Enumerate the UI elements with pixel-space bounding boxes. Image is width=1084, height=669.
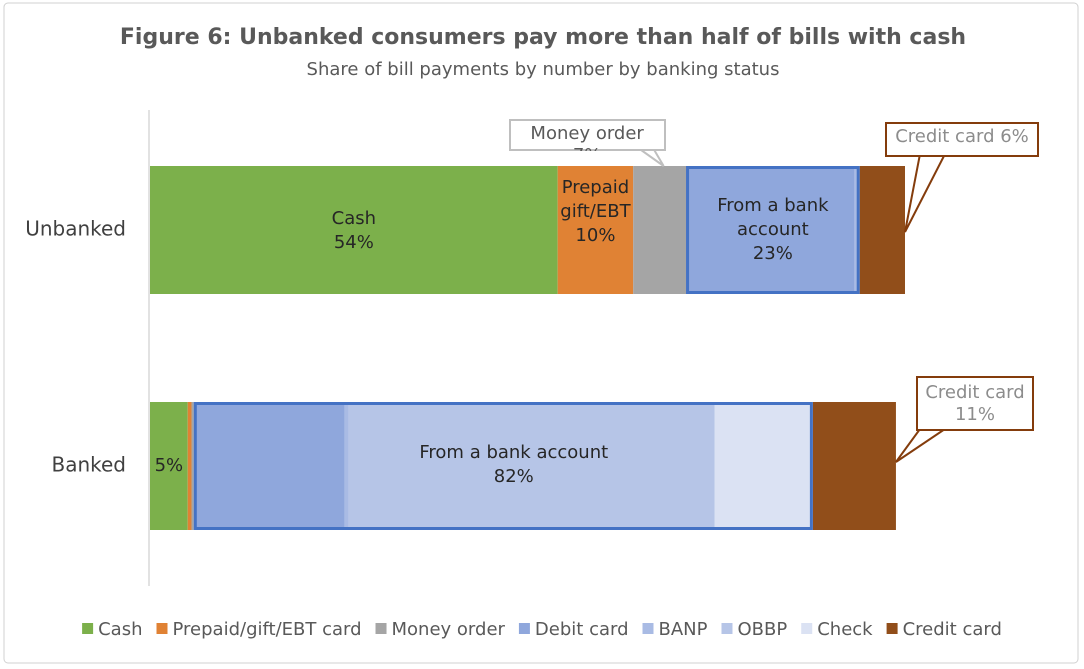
bar-segment (633, 166, 687, 294)
legend-label: OBBP (737, 619, 787, 640)
legend-label: BANP (659, 619, 708, 640)
legend-label: Credit card (903, 619, 1002, 640)
legend-swatch (375, 623, 387, 634)
value-label: 11% (954, 403, 995, 425)
bar-segment (686, 166, 855, 294)
legend: Cash Prepaid/gift/EBT card Money order Debi… (82, 619, 1002, 640)
bar-segment (150, 402, 188, 530)
legend-label: Money order (392, 619, 506, 640)
bar-segment (714, 402, 813, 530)
group-name: From a bank account (717, 195, 829, 240)
bar-segment (191, 402, 194, 530)
value-label: 6% (1000, 126, 1029, 147)
label: Credit card 11% (916, 376, 1034, 431)
bar-segment (193, 402, 345, 530)
label: Prepaid gift/EBT 10% (554, 176, 638, 286)
bar-segment (854, 166, 858, 294)
chart-border (3, 2, 1079, 664)
label: Money order 7% (508, 119, 666, 151)
label-box: 5% (146, 402, 192, 530)
bar-segment (812, 402, 896, 530)
y-tick-label: Banked (51, 453, 126, 477)
label: Credit card 6% (885, 122, 1039, 157)
legend-label: Debit card (535, 619, 629, 640)
label-box: From a bank account 23% (694, 166, 852, 294)
value-label: 5% (154, 455, 184, 476)
chart-title: Figure 6: Unbanked consumers pay more th… (120, 25, 966, 50)
y-tick-label: Unbanked (25, 217, 126, 241)
bar-segment (557, 166, 634, 294)
bar-segment (187, 402, 192, 530)
series-label: Credit card (925, 381, 1025, 403)
group-name: From a bank account (419, 441, 609, 463)
group-box (686, 166, 860, 294)
legend-label: Cash (98, 619, 142, 640)
group-value: 23% (752, 243, 793, 264)
legend-swatch (886, 623, 898, 634)
series-label: Credit card (895, 126, 995, 147)
bar-segment (348, 402, 715, 530)
legend-swatch (518, 623, 530, 634)
legend-label: Prepaid/gift/EBT card (173, 619, 362, 640)
legend-label: Check (817, 619, 873, 640)
bar-segment (344, 402, 349, 530)
label-box: Money order 7% (508, 119, 666, 151)
label: From a bank account 23% (694, 166, 852, 294)
group-value: 82% (493, 465, 534, 487)
value-label: 7% (573, 145, 602, 151)
label-box: Credit card 6% (885, 122, 1039, 157)
chart-subtitle: Share of bill payments by number by bank… (307, 59, 780, 80)
legend-swatch (82, 623, 94, 634)
value-label: 54% (333, 232, 374, 253)
legend-swatch (801, 623, 813, 634)
label: Cash 54% (150, 166, 558, 296)
group-box (193, 402, 813, 530)
series-label: Cash (331, 208, 377, 229)
series-label: Money order (530, 123, 644, 144)
label: From a bank account 82% (314, 402, 714, 527)
series-label: Prepaid gift/EBT (560, 177, 631, 222)
legend-swatch (721, 623, 733, 634)
legend-swatch (642, 623, 654, 634)
legend-swatch (156, 623, 168, 634)
label-box: Cash 54% (150, 166, 558, 296)
label: 5% (146, 402, 192, 530)
label-box: Prepaid gift/EBT 10% (554, 176, 638, 286)
bar-segment (859, 166, 905, 294)
value-label: 10% (575, 225, 616, 246)
bar-segment (150, 166, 558, 294)
